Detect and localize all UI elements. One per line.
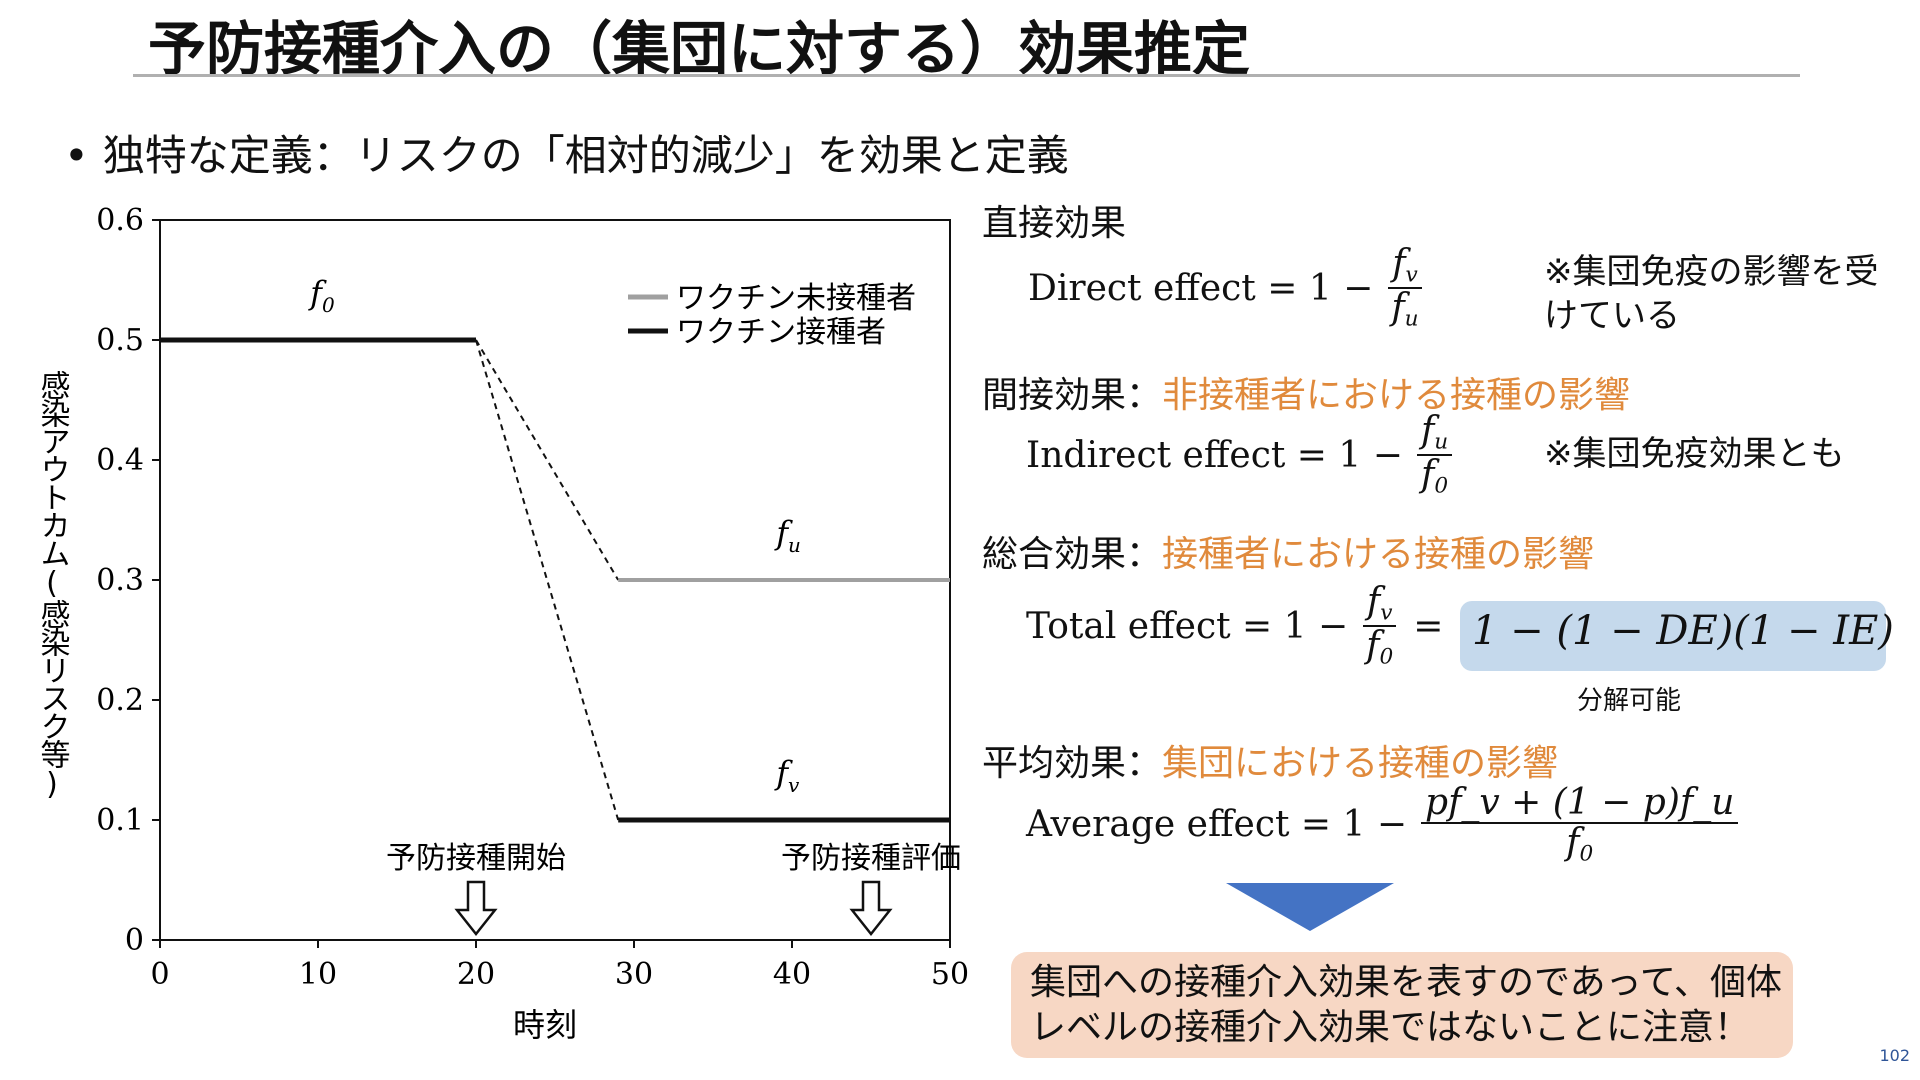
total-effect-equals: = [1413, 605, 1444, 647]
direct-effect-numerator: fv [1388, 245, 1422, 290]
curve-label: fv [774, 754, 800, 797]
total-effect-fraction: fv f0 [1362, 583, 1397, 669]
decomposition-caption: 分解可能 [1577, 686, 1682, 716]
down-arrow-icon [454, 880, 498, 937]
title-divider [133, 74, 1800, 77]
average-effect-equation: Average effect = 1 − pf_v + (1 − p)f_u f… [1026, 784, 1739, 867]
average-effect-lhs: Average effect = 1 − [1026, 804, 1408, 846]
indirect-effect-note: ※集団免疫効果とも [1544, 434, 1845, 474]
annotation-label: 予防接種評価 [781, 841, 961, 876]
y-tick-label: 0.2 [96, 683, 144, 718]
series-transition-dashed [475, 339, 620, 581]
direct-effect-header-text: 直接効果 [982, 203, 1127, 244]
down-arrow-icon [849, 880, 893, 937]
y-tick-label: 0 [125, 923, 144, 958]
total-effect-numerator: fv [1362, 583, 1397, 628]
down-triangle-icon [1226, 883, 1394, 931]
x-axis-label: 時刻 [513, 1006, 577, 1044]
average-effect-denominator: f0 [1566, 821, 1594, 867]
average-effect-header: 平均効果：集団における接種の影響 [982, 734, 1558, 786]
y-tick-label: 0.3 [96, 563, 144, 598]
total-effect-lhs: Total effect = 1 − [1026, 605, 1349, 647]
curve-label: f0 [308, 274, 335, 317]
total-effect-header-desc: 接種者における接種の影響 [1162, 534, 1595, 575]
indirect-effect-denominator: f0 [1421, 454, 1449, 499]
series-transition-dashed [475, 339, 620, 821]
indirect-effect-numerator: fu [1416, 412, 1453, 457]
curve-label: fu [774, 514, 801, 557]
bullet-dot: • [64, 131, 89, 180]
x-tick-label: 10 [299, 957, 337, 992]
y-tick-label: 0.1 [96, 803, 144, 838]
annotation-label: 予防接種開始 [386, 841, 566, 876]
x-tick-label: 0 [150, 957, 169, 992]
indirect-effect-header-label: 間接効果： [982, 375, 1163, 416]
slide-title: 予防接種介入の（集団に対する）効果推定 [148, 15, 1251, 83]
direct-effect-note: ※集団免疫の影響を受けている [1544, 252, 1879, 337]
indirect-effect-header: 間接効果：非接種者における接種の影響 [982, 366, 1630, 418]
x-tick-label: 50 [931, 957, 969, 992]
average-effect-header-desc: 集団における接種の影響 [1162, 743, 1559, 784]
page-number: 102 [1879, 1046, 1910, 1065]
direct-effect-header: 直接効果 [982, 194, 1126, 246]
bullet-point: • 独特な定義：リスクの「相対的減少」を効果と定義 [64, 122, 1069, 183]
callout-box [1011, 952, 1793, 1058]
total-effect-header-label: 総合効果： [982, 534, 1163, 575]
indirect-effect-fraction: fu f0 [1416, 412, 1453, 499]
indirect-effect-lhs: Indirect effect = 1 − [1026, 434, 1403, 476]
bullet-text: 独特な定義：リスクの「相対的減少」を効果と定義 [102, 131, 1069, 180]
outcome-chart: 0 0.1 0.2 0.3 0.4 0.5 0.6 0 10 20 30 40 50 時刻 感染アウトカム(… [35, 203, 970, 1044]
direct-effect-denominator: fu [1391, 287, 1419, 332]
direct-effect-equation: Direct effect = 1 − fv fu [1028, 245, 1423, 331]
total-effect-equation: Total effect = 1 − fv f0 = [1026, 583, 1443, 669]
y-axis-label: 感染アウトカム(感染リスク等) [35, 370, 71, 800]
decomposition-highlight [1460, 601, 1886, 671]
direct-effect-fraction: fv fu [1387, 245, 1422, 331]
x-tick-label: 30 [615, 957, 653, 992]
callout-text: 集団への接種介入効果を表すのであって、個体レベルの接種介入効果ではないことに注意… [1030, 962, 1783, 1048]
x-tick-label: 40 [773, 957, 811, 992]
indirect-effect-header-desc: 非接種者における接種の影響 [1162, 375, 1631, 416]
average-effect-numerator: pf_v + (1 − p)f_u [1421, 784, 1739, 824]
legend-label: ワクチン未接種者 [676, 281, 916, 316]
total-effect-header: 総合効果：接種者における接種の影響 [982, 525, 1594, 577]
average-effect-header-label: 平均効果： [982, 743, 1163, 784]
direct-effect-lhs: Direct effect = 1 − [1028, 267, 1374, 309]
legend-label: ワクチン接種者 [676, 315, 886, 350]
average-effect-fraction: pf_v + (1 − p)f_u f0 [1421, 784, 1739, 867]
y-tick-label: 0.4 [96, 443, 144, 478]
indirect-effect-equation: Indirect effect = 1 − fu f0 [1026, 412, 1453, 499]
y-tick-label: 0.6 [96, 203, 144, 238]
total-effect-denominator: f0 [1366, 625, 1394, 670]
x-tick-label: 20 [457, 957, 495, 992]
decomposition-formula: 1 − (1 − DE)(1 − IE) [1472, 608, 1894, 654]
y-tick-label: 0.5 [96, 323, 144, 358]
